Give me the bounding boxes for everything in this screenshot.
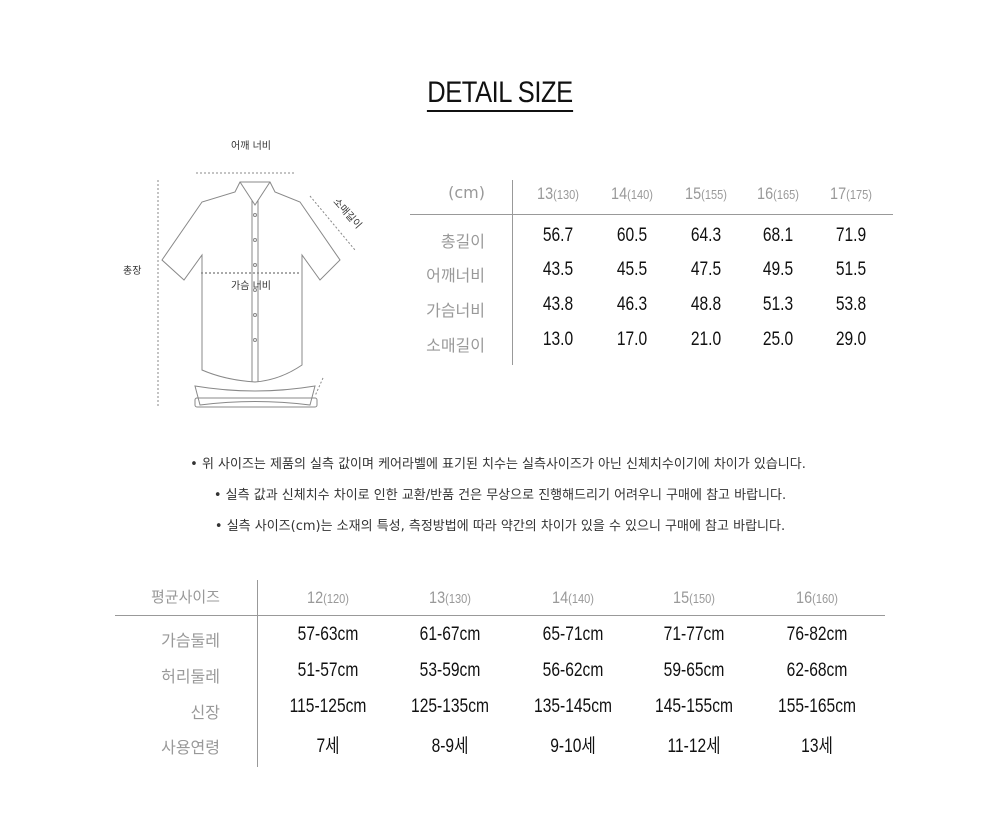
- page-title: DETAIL SIZE: [75, 76, 925, 112]
- size-label: 17: [830, 184, 847, 203]
- table-cell: 7세: [316, 736, 340, 757]
- table-cell: 11-12세: [667, 736, 721, 757]
- height-label: (150): [689, 591, 715, 606]
- column-header: 12(120): [286, 588, 371, 608]
- height-label: (160): [812, 591, 838, 606]
- table-cell: 17.0: [616, 329, 648, 350]
- height-label: (165): [773, 187, 799, 202]
- table-cell: 25.0: [762, 329, 794, 350]
- unit-label: (cm): [448, 183, 485, 202]
- row-label: 허리둘레: [161, 667, 220, 686]
- table-cell: 60.5: [616, 225, 648, 246]
- height-label: (130): [553, 187, 579, 202]
- column-header: 16(165): [736, 184, 821, 204]
- row-label: 신장: [190, 703, 220, 722]
- table-cell: 8-9세: [431, 736, 469, 757]
- size-label: 15: [673, 588, 690, 607]
- size-label: 16: [796, 588, 813, 607]
- table-cell: 51.3: [762, 294, 794, 315]
- table-cell: 59-65cm: [663, 660, 725, 681]
- table-cell: 53.8: [835, 294, 867, 315]
- column-header: 13(130): [516, 184, 601, 204]
- table-cell: 56.7: [542, 225, 574, 246]
- note: • 위 사이즈는 제품의 실측 값이며 케어라벨에 표기된 치수는 실측사이즈가…: [190, 457, 806, 472]
- table-cell: 125-135cm: [411, 696, 489, 717]
- table-cell: 145-155cm: [655, 696, 733, 717]
- row-label: 사용연령: [161, 738, 220, 757]
- table-cell: 21.0: [690, 329, 722, 350]
- height-label: (155): [701, 187, 727, 202]
- table-cell: 76-82cm: [786, 624, 848, 645]
- table-cell: 53-59cm: [419, 660, 481, 681]
- note: • 실측 값과 신체치수 차이로 인한 교환/반품 건은 무상으로 진행해드리기…: [213, 488, 787, 503]
- table-cell: 45.5: [616, 259, 648, 280]
- table-cell: 61-67cm: [419, 624, 481, 645]
- table-cell: 65-71cm: [542, 624, 604, 645]
- column-header: 14(140): [590, 184, 675, 204]
- table-cell: 64.3: [690, 225, 722, 246]
- table-cell: 48.8: [690, 294, 722, 315]
- size-label: 14: [611, 184, 628, 203]
- table-cell: 9-10세: [550, 736, 596, 757]
- row-label: 총길이: [440, 232, 485, 251]
- height-label: (175): [846, 187, 872, 202]
- table-cell: 29.0: [835, 329, 867, 350]
- row-label: 가슴둘레: [161, 631, 220, 650]
- table-cell: 13세: [801, 736, 833, 757]
- column-header: 15(155): [664, 184, 749, 204]
- shirt-illustration: [157, 172, 356, 408]
- note: • 실측 사이즈(cm)는 소재의 특성, 측정방법에 따라 약간의 차이가 있…: [214, 519, 786, 534]
- shoulder-width-label: 어깨 너비: [231, 141, 271, 152]
- table-cell: 49.5: [762, 259, 794, 280]
- table-cell: 51-57cm: [297, 660, 359, 681]
- table-cell: 62-68cm: [786, 660, 848, 681]
- size-label: 12: [307, 588, 324, 607]
- average-size-header: 평균사이즈: [150, 588, 220, 606]
- table-cell: 46.3: [616, 294, 648, 315]
- total-length-label: 총장: [123, 266, 142, 277]
- height-label: (120): [323, 591, 349, 606]
- size-label: 16: [757, 184, 774, 203]
- table-cell: 68.1: [762, 225, 794, 246]
- table-cell: 57-63cm: [297, 624, 359, 645]
- table-cell: 135-145cm: [534, 696, 612, 717]
- table-cell: 43.8: [542, 294, 574, 315]
- row-label: 어깨너비: [426, 266, 485, 285]
- column-header: 15(150): [652, 588, 737, 608]
- size-label: 15: [685, 184, 702, 203]
- height-label: (140): [627, 187, 653, 202]
- table-cell: 13.0: [542, 329, 574, 350]
- table-cell: 115-125cm: [289, 696, 367, 717]
- row-label: 소매길이: [426, 336, 485, 355]
- table-cell: 51.5: [835, 259, 867, 280]
- table-cell: 155-165cm: [778, 696, 856, 717]
- column-header: 14(140): [531, 588, 616, 608]
- chest-width-label: 가슴 너비: [231, 281, 271, 292]
- height-label: (130): [445, 591, 471, 606]
- table-cell: 47.5: [690, 259, 722, 280]
- table-cell: 43.5: [542, 259, 574, 280]
- row-label: 가슴너비: [426, 301, 485, 320]
- column-header: 16(160): [775, 588, 860, 608]
- size-label: 13: [537, 184, 554, 203]
- table-cell: 71-77cm: [663, 624, 725, 645]
- height-label: (140): [568, 591, 594, 606]
- table-cell: 56-62cm: [542, 660, 604, 681]
- size-label: 14: [552, 588, 569, 607]
- column-header: 13(130): [408, 588, 493, 608]
- column-header: 17(175): [809, 184, 894, 204]
- table-cell: 71.9: [835, 225, 867, 246]
- size-label: 13: [429, 588, 446, 607]
